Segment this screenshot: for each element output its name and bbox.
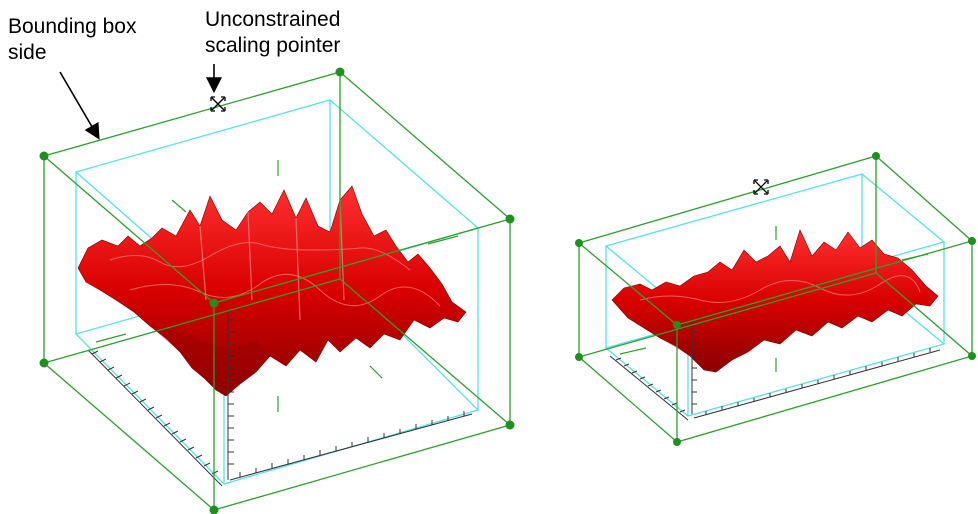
right-object xyxy=(575,152,976,446)
right-bbox-handles[interactable] xyxy=(575,152,976,446)
bbox-side-arrow xyxy=(59,71,100,140)
bounding-box-side-label: Bounding box side xyxy=(8,14,136,66)
scaling-pointer-label-line1: Unconstrained xyxy=(205,8,341,31)
right-axes xyxy=(609,322,941,421)
bounding-box-side-label-line1: Bounding box xyxy=(8,15,137,38)
left-axes xyxy=(87,310,473,487)
left-object xyxy=(39,67,515,514)
scaling-pointer-label-line2: scaling pointer xyxy=(205,34,341,57)
left-surface xyxy=(77,185,467,397)
bounding-box-side-label-line2: side xyxy=(8,41,47,64)
scaling-pointer-icon[interactable] xyxy=(210,96,226,112)
scaling-pointer-label: Unconstrained scaling pointer xyxy=(205,7,340,59)
left-bbox-handles[interactable] xyxy=(39,67,515,514)
scaling-pointer-icon[interactable] xyxy=(753,179,769,195)
left-center-markers xyxy=(95,160,459,412)
